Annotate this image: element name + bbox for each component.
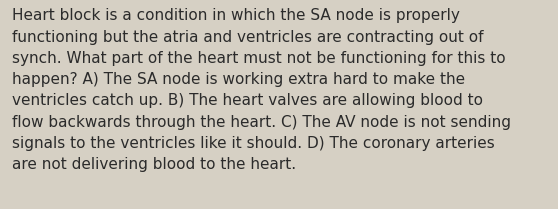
Text: Heart block is a condition in which the SA node is properly
functioning but the : Heart block is a condition in which the … [12, 8, 511, 172]
